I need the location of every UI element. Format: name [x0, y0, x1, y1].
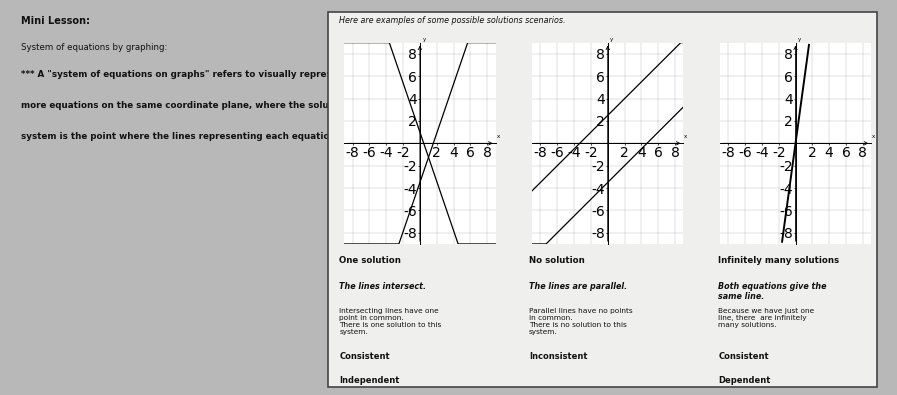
Text: y: y	[798, 37, 801, 41]
Text: Parallel lines have no points
in common.
There is no solution to this
system.: Parallel lines have no points in common.…	[529, 308, 632, 335]
Text: Dependent: Dependent	[718, 376, 771, 385]
Text: Independent: Independent	[339, 376, 400, 385]
Text: Both equations give the
same line.: Both equations give the same line.	[718, 282, 827, 301]
Text: more equations on the same coordinate plane, where the solution to the: more equations on the same coordinate pl…	[22, 101, 381, 110]
Text: One solution: One solution	[339, 256, 401, 265]
Text: Consistent: Consistent	[339, 352, 390, 361]
Text: x: x	[872, 134, 875, 139]
Text: Consistent: Consistent	[718, 352, 769, 361]
Text: No solution: No solution	[529, 256, 585, 265]
Text: Inconsistent: Inconsistent	[529, 352, 588, 361]
Text: Mini Lesson:: Mini Lesson:	[22, 15, 91, 26]
Text: y: y	[610, 37, 614, 41]
Text: The lines are parallel.: The lines are parallel.	[529, 282, 627, 291]
Text: Infinitely many solutions: Infinitely many solutions	[718, 256, 840, 265]
Text: system is the point where the lines representing each equation intersect.: system is the point where the lines repr…	[22, 132, 387, 141]
Text: y: y	[422, 37, 426, 41]
Text: x: x	[496, 134, 500, 139]
Text: System of equations by graphing:: System of equations by graphing:	[22, 43, 168, 52]
Text: Because we have just one
line, there  are infinitely
many solutions.: Because we have just one line, there are…	[718, 308, 814, 328]
Text: Intersecting lines have one
point in common.
There is one solution to this
syste: Intersecting lines have one point in com…	[339, 308, 441, 335]
FancyBboxPatch shape	[328, 12, 876, 387]
Text: The lines intersect.: The lines intersect.	[339, 282, 426, 291]
Text: Here are examples of some possible solutions scenarios.: Here are examples of some possible solut…	[339, 15, 566, 24]
Text: *** A "system of equations on graphs" refers to visually representing two or: *** A "system of equations on graphs" re…	[22, 70, 398, 79]
Text: x: x	[684, 134, 687, 139]
